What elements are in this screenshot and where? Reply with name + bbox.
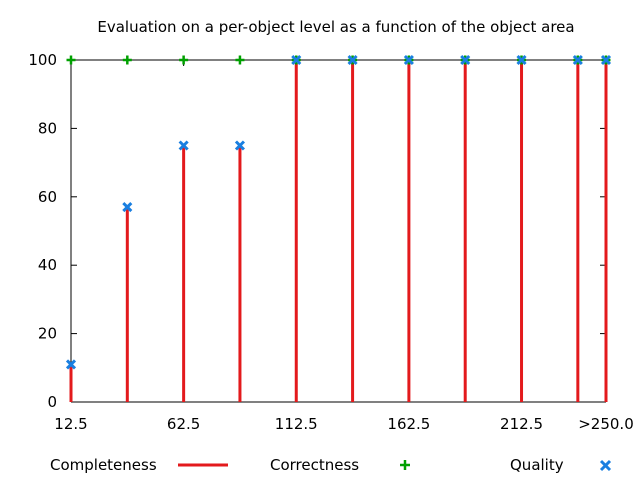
y-tick-label: 100: [28, 51, 57, 69]
y-tick-label: 80: [38, 119, 57, 137]
correctness-point: [235, 55, 245, 65]
quality-point: [65, 359, 77, 370]
quality-point: [572, 54, 583, 66]
correctness-point: [66, 55, 76, 65]
x-tick-label: 162.5: [387, 415, 430, 433]
correctness-point: [179, 55, 189, 65]
chart-title: Evaluation on a per-object level as a fu…: [97, 18, 574, 36]
x-tick-label: 112.5: [275, 415, 318, 433]
legend-marker-quality: [599, 459, 612, 472]
legend: Completeness Correctness Quality: [50, 456, 612, 474]
legend-label-correctness: Correctness: [270, 456, 359, 474]
x-tick-label: 62.5: [167, 415, 200, 433]
x-tick-label: 212.5: [500, 415, 543, 433]
quality-point: [122, 201, 133, 213]
quality-point: [347, 54, 358, 66]
x-tick-label: >250.0: [578, 415, 634, 433]
quality-point: [234, 140, 246, 151]
quality-point: [600, 54, 612, 66]
y-tick-label: 20: [38, 325, 57, 343]
legend-marker-correctness: [400, 460, 410, 470]
legend-label-completeness: Completeness: [50, 456, 157, 474]
y-tick-label: 40: [38, 256, 57, 274]
x-tick-label: 12.5: [54, 415, 87, 433]
legend-label-quality: Quality: [510, 456, 564, 474]
quality-point: [178, 140, 189, 151]
quality-point: [516, 54, 527, 66]
quality-point: [460, 54, 471, 66]
correctness-point: [122, 55, 132, 65]
y-tick-label: 60: [38, 188, 57, 206]
quality-point: [291, 54, 302, 66]
plot-area: 0 20 40 60 80 100 12.5 62.5 112.5 162.5 212.5 >250.…: [28, 51, 633, 433]
y-tick-label: 0: [47, 393, 57, 411]
quality-point: [403, 54, 414, 66]
